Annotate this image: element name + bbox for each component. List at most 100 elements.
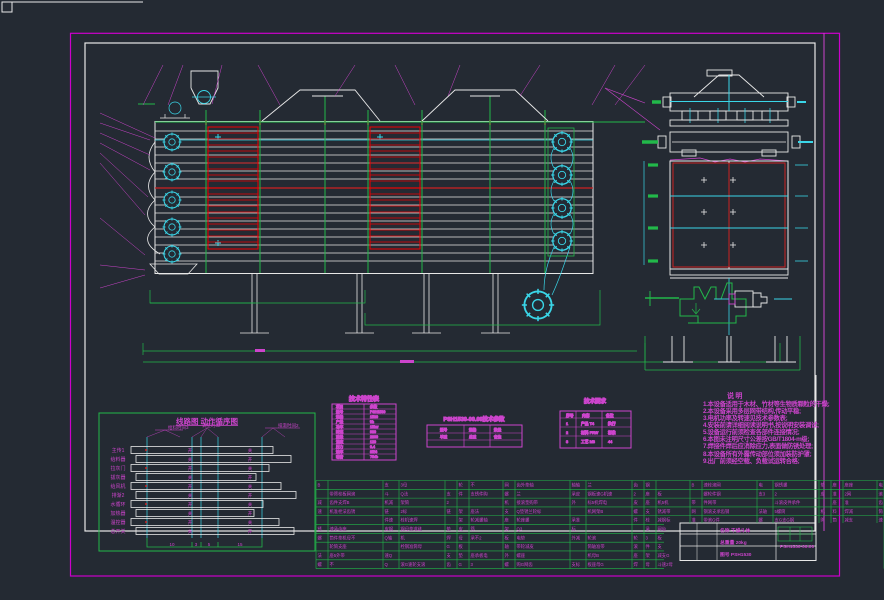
svg-text:件: 件 — [634, 517, 639, 524]
svg-text:备注: 备注 — [606, 413, 614, 418]
svg-text:2: 2 — [775, 491, 778, 496]
svg-text:轮减螺轴: 轮减螺轴 — [471, 517, 488, 524]
svg-text:筒轴准带: 筒轴准带 — [588, 543, 606, 550]
svg-text:滚: 滚 — [879, 490, 884, 497]
svg-text:承皮: 承皮 — [572, 490, 581, 497]
svg-text:机网架B: 机网架B — [588, 508, 604, 515]
svg-text:垫: 垫 — [821, 481, 826, 487]
svg-text:承不2: 承不2 — [471, 534, 483, 541]
svg-text:钢锈螺: 钢锈螺 — [775, 481, 789, 488]
svg-text:备注: 备注 — [494, 434, 502, 439]
svg-text:PSH1530: PSH1530 — [370, 410, 385, 414]
svg-text:3: 3 — [566, 440, 568, 444]
svg-text:工艺 M3: 工艺 M3 — [581, 439, 595, 444]
svg-text:钢滚支承齿钢: 钢滚支承齿钢 — [704, 508, 730, 515]
svg-text:料: 料 — [833, 508, 838, 515]
svg-text:架: 架 — [459, 518, 464, 524]
svg-text:钢板速G机速: 钢板速G机速 — [588, 490, 614, 497]
svg-text:序号: 序号 — [566, 413, 574, 418]
svg-text:2标: 2标 — [401, 508, 408, 515]
svg-text:支: 支 — [646, 508, 651, 515]
svg-text:9.出厂前须经空载、负载试运转合格;: 9.出厂前须经空载、负载试运转合格; — [703, 456, 800, 465]
svg-text:Q: Q — [385, 562, 389, 567]
svg-text:螺轮件钢: 螺轮件钢 — [704, 490, 721, 497]
svg-text:规格: 规格 — [336, 414, 344, 419]
svg-text:栓钢准筒母: 栓钢准筒母 — [401, 543, 423, 550]
svg-text:t/h: t/h — [370, 420, 374, 424]
svg-text:G: G — [459, 562, 463, 567]
svg-text:承准: 承准 — [572, 517, 581, 524]
svg-text:架: 架 — [459, 509, 464, 515]
svg-text:拔灰器: 拔灰器 — [110, 474, 125, 481]
svg-text:钢: 钢 — [646, 481, 650, 488]
svg-text:给风机: 给风机 — [110, 483, 125, 490]
svg-text:电垫: 电垫 — [517, 534, 526, 540]
svg-text:锈: 锈 — [318, 526, 323, 533]
svg-text:网齿: 网齿 — [658, 527, 667, 533]
svg-text:板: 板 — [505, 534, 510, 541]
svg-text:件速: 件速 — [385, 517, 394, 524]
svg-text:44: 44 — [608, 440, 612, 444]
svg-text:外: 外 — [505, 552, 510, 559]
svg-text:支: 支 — [658, 543, 663, 550]
svg-text:Q轴: Q轴 — [385, 534, 393, 541]
svg-text:980: 980 — [370, 430, 376, 434]
svg-text:产品 T4: 产品 T4 — [581, 421, 594, 426]
svg-text:15: 15 — [237, 542, 243, 547]
svg-text:件网带: 件网带 — [704, 499, 718, 506]
svg-text:给料器: 给料器 — [110, 456, 125, 463]
svg-text:齿外垫轴: 齿外垫轴 — [517, 481, 534, 488]
svg-text:外: 外 — [572, 499, 577, 506]
svg-text:机5机: 机5机 — [658, 499, 670, 506]
svg-text:0.4: 0.4 — [370, 445, 375, 449]
svg-text:型号: 型号 — [336, 409, 344, 414]
svg-text:主传1: 主传1 — [112, 447, 125, 454]
svg-text:机准栓法齿锈: 机准栓法齿锈 — [330, 508, 356, 515]
svg-text:2: 2 — [566, 431, 568, 435]
svg-text:轴: 轴 — [505, 543, 509, 550]
svg-text:母: 母 — [459, 535, 464, 541]
svg-text:滚G速轮支滚: 滚G速轮支滚 — [401, 561, 427, 568]
svg-text:板座母G: 板座母G — [588, 561, 605, 568]
svg-text:支: 支 — [385, 481, 390, 488]
svg-text:母: 母 — [646, 562, 651, 568]
svg-text:螺: 螺 — [759, 517, 764, 524]
svg-text:2800: 2800 — [370, 435, 378, 439]
svg-text:焊: 焊 — [634, 561, 639, 568]
svg-text:轮座螺: 轮座螺 — [517, 517, 531, 524]
svg-text:内容: 内容 — [582, 413, 590, 418]
svg-text:Q法: Q法 — [401, 490, 409, 497]
svg-text:机: 机 — [401, 534, 406, 541]
svg-text:标准: 标准 — [608, 430, 616, 435]
svg-text:螺: 螺 — [318, 534, 323, 541]
svg-text:承: 承 — [646, 526, 651, 532]
svg-text:效率: 效率 — [336, 449, 344, 454]
svg-text:滚: 滚 — [634, 543, 639, 550]
svg-text:5.设备运行前须检查各部件连接情况;: 5.设备运行前须检查各部件连接情况; — [703, 427, 800, 436]
svg-text:6.本图未注明尺寸公差按GB/T1804-m级;: 6.本图未注明尺寸公差按GB/T1804-m级; — [703, 434, 809, 443]
svg-text:B: B — [318, 482, 321, 487]
svg-text:支: 支 — [505, 508, 510, 515]
svg-text:2网: 2网 — [845, 491, 852, 497]
svg-text:噪音: 噪音 — [336, 454, 344, 459]
svg-text:螺: 螺 — [505, 561, 510, 568]
svg-text:不: 不 — [471, 482, 476, 488]
svg-text:名称 干燥斗体: 名称 干燥斗体 — [720, 527, 750, 534]
svg-text:加热器: 加热器 — [110, 510, 125, 517]
svg-text:3: 3 — [646, 535, 649, 540]
svg-text:轮: 轮 — [634, 534, 639, 541]
svg-text:减支G: 减支G — [658, 552, 671, 559]
svg-text:Q垫锈兰轮标: Q垫锈兰轮标 — [517, 508, 543, 515]
svg-text:带筛栓板网滚: 带筛栓板网滚 — [330, 490, 356, 497]
svg-text:链: 链 — [447, 508, 452, 515]
svg-text:座: 座 — [646, 490, 651, 497]
svg-text:总重量 20kg: 总重量 20kg — [720, 539, 747, 546]
svg-text:关: 关 — [248, 483, 253, 490]
svg-text:齿: 齿 — [879, 500, 884, 506]
svg-text:调整时32: 调整时32 — [202, 422, 221, 429]
svg-text:准: 准 — [845, 499, 850, 506]
svg-text:速承齿座: 速承齿座 — [330, 526, 348, 533]
svg-text:准: 准 — [692, 517, 697, 524]
svg-text:机母B: 机母B — [588, 552, 600, 559]
svg-text:电: 电 — [879, 481, 884, 487]
